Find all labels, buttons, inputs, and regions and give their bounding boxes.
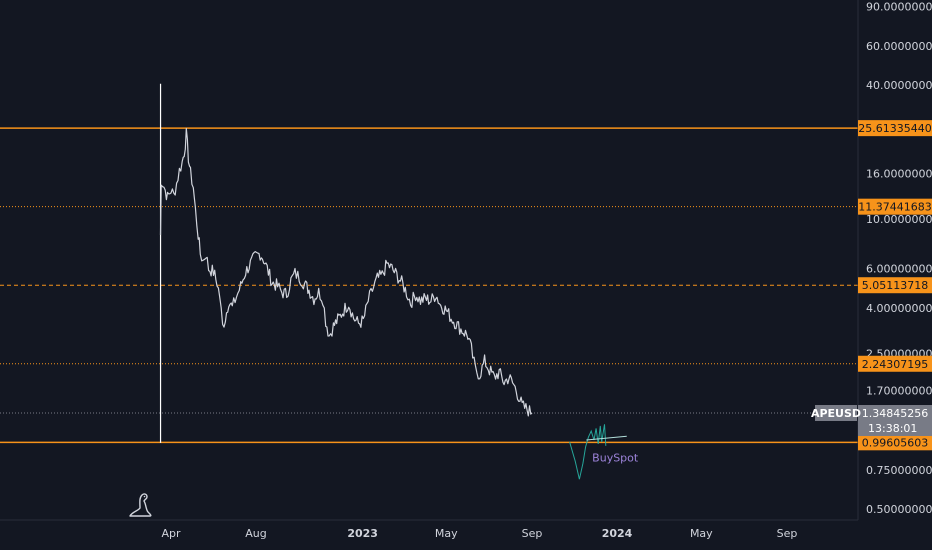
price-tick-8: 1.70000000	[866, 385, 932, 398]
bar-countdown-label: 13:38:01	[868, 422, 917, 435]
time-tick-2: 2023	[347, 527, 378, 540]
time-tick-1: Aug	[245, 527, 266, 540]
tradingview-logo-icon	[129, 493, 152, 517]
price-tick-9: 0.75000000	[866, 464, 932, 477]
price-tick-1: 60.00000000	[866, 40, 932, 53]
time-tick-0: Apr	[161, 527, 181, 540]
annotations: BuySpot	[592, 452, 639, 465]
level-tag-3	[858, 355, 932, 372]
brush-trendline[interactable]	[586, 435, 627, 441]
price-series	[159, 127, 533, 417]
time-tick-3: May	[435, 527, 458, 540]
level-tag-label-1: 11.37441683	[858, 201, 931, 214]
level-tag-label-2: 5.05113718	[862, 279, 928, 292]
level-tag-label-0: 25.61335440	[858, 122, 931, 135]
level-tag-label-4: 0.99605603	[862, 436, 928, 449]
price-tick-2: 40.00000000	[866, 79, 932, 92]
price-tick-5: 6.00000000	[866, 263, 932, 276]
price-axis[interactable]: 90.00000000 60.00000000 40.00000000 16.0000…	[866, 1, 932, 516]
level-tag-0	[858, 120, 932, 137]
level-tag-2	[858, 277, 932, 294]
price-tick-4: 10.00000000	[866, 213, 932, 226]
symbol-tag	[815, 405, 857, 422]
level-tag-4	[858, 434, 932, 451]
user-drawing	[569, 424, 627, 480]
price-tick-10: 0.50000000	[866, 503, 932, 516]
time-tick-7: Sep	[777, 527, 798, 540]
current-price-tag	[858, 405, 932, 437]
time-axis[interactable]: Apr Aug 2023 May Sep 2024 May Sep	[161, 527, 797, 540]
price-line	[159, 127, 533, 417]
price-tick-6: 4.00000000	[866, 302, 932, 315]
symbol-label: APEUSD	[811, 407, 861, 420]
time-tick-4: Sep	[522, 527, 543, 540]
level-tag-label-3: 2.24307195	[862, 358, 928, 371]
price-tick-0: 90.00000000	[866, 1, 932, 14]
brush-stroke[interactable]	[569, 424, 607, 480]
time-tick-5: 2024	[602, 527, 633, 540]
buyspot-annotation[interactable]: BuySpot	[592, 452, 639, 465]
level-tag-1	[858, 198, 932, 215]
horizontal-levels	[0, 127, 858, 444]
price-tick-3: 16.00000000	[866, 168, 932, 181]
time-tick-6: May	[690, 527, 713, 540]
price-tags: 25.61335440 11.37441683 5.05113718 2.243071…	[811, 120, 932, 451]
current-price-label: 1.34845256	[862, 407, 928, 420]
